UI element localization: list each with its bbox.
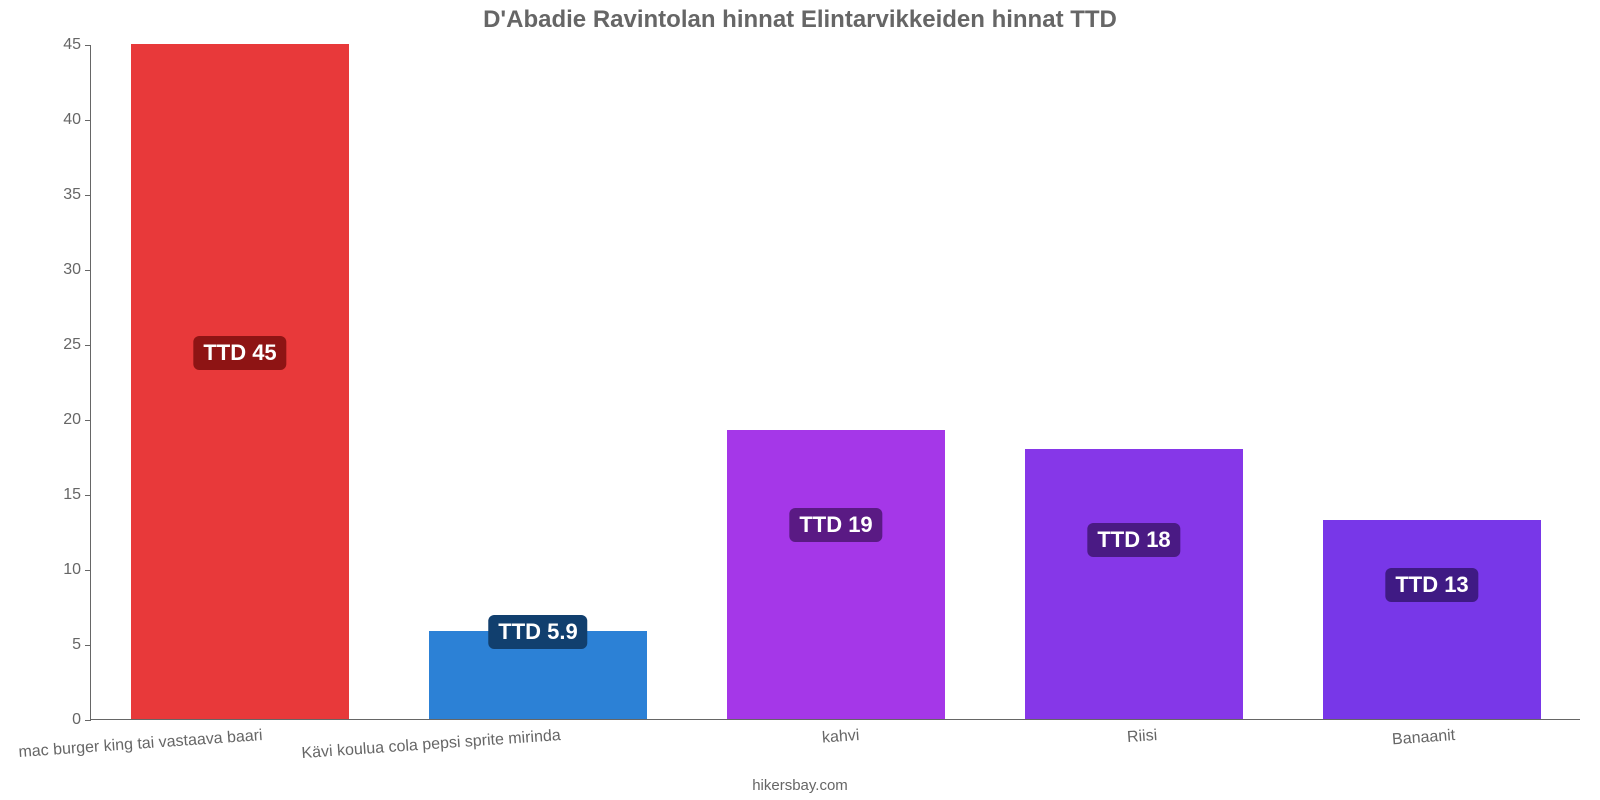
ytick-mark [85,120,91,121]
ytick-label: 40 [41,111,81,129]
attribution-text: hikersbay.com [0,777,1600,794]
ytick-label: 35 [41,186,81,204]
ytick-mark [85,270,91,271]
bar [727,430,945,720]
ytick-mark [85,495,91,496]
xtick-label: Riisi [1126,727,1157,747]
bar-value-label: TTD 19 [789,508,882,542]
plot-area: 051015202530354045TTD 45mac burger king … [90,45,1580,720]
bar-value-label: TTD 45 [193,336,286,370]
ytick-label: 10 [41,561,81,579]
ytick-mark [85,195,91,196]
ytick-label: 25 [41,336,81,354]
ytick-mark [85,570,91,571]
xtick-label: mac burger king tai vastaava baari [18,727,263,762]
xtick-label: kahvi [821,727,860,748]
bar [1025,449,1243,719]
ytick-label: 20 [41,411,81,429]
ytick-label: 30 [41,261,81,279]
ytick-label: 0 [41,711,81,729]
xtick-label: Kävi koulua cola pepsi sprite mirinda [301,727,561,763]
chart-title: D'Abadie Ravintolan hinnat Elintarvikkei… [0,6,1600,34]
ytick-mark [85,720,91,721]
ytick-mark [85,645,91,646]
chart-container: D'Abadie Ravintolan hinnat Elintarvikkei… [0,0,1600,800]
ytick-label: 15 [41,486,81,504]
bar [1323,520,1541,720]
bar [131,44,349,719]
xtick-label: Banaanit [1391,727,1455,749]
ytick-mark [85,345,91,346]
ytick-mark [85,420,91,421]
ytick-label: 45 [41,36,81,54]
bar-value-label: TTD 5.9 [488,615,587,649]
ytick-label: 5 [41,636,81,654]
bar-value-label: TTD 18 [1087,523,1180,557]
bar-value-label: TTD 13 [1385,568,1478,602]
ytick-mark [85,45,91,46]
